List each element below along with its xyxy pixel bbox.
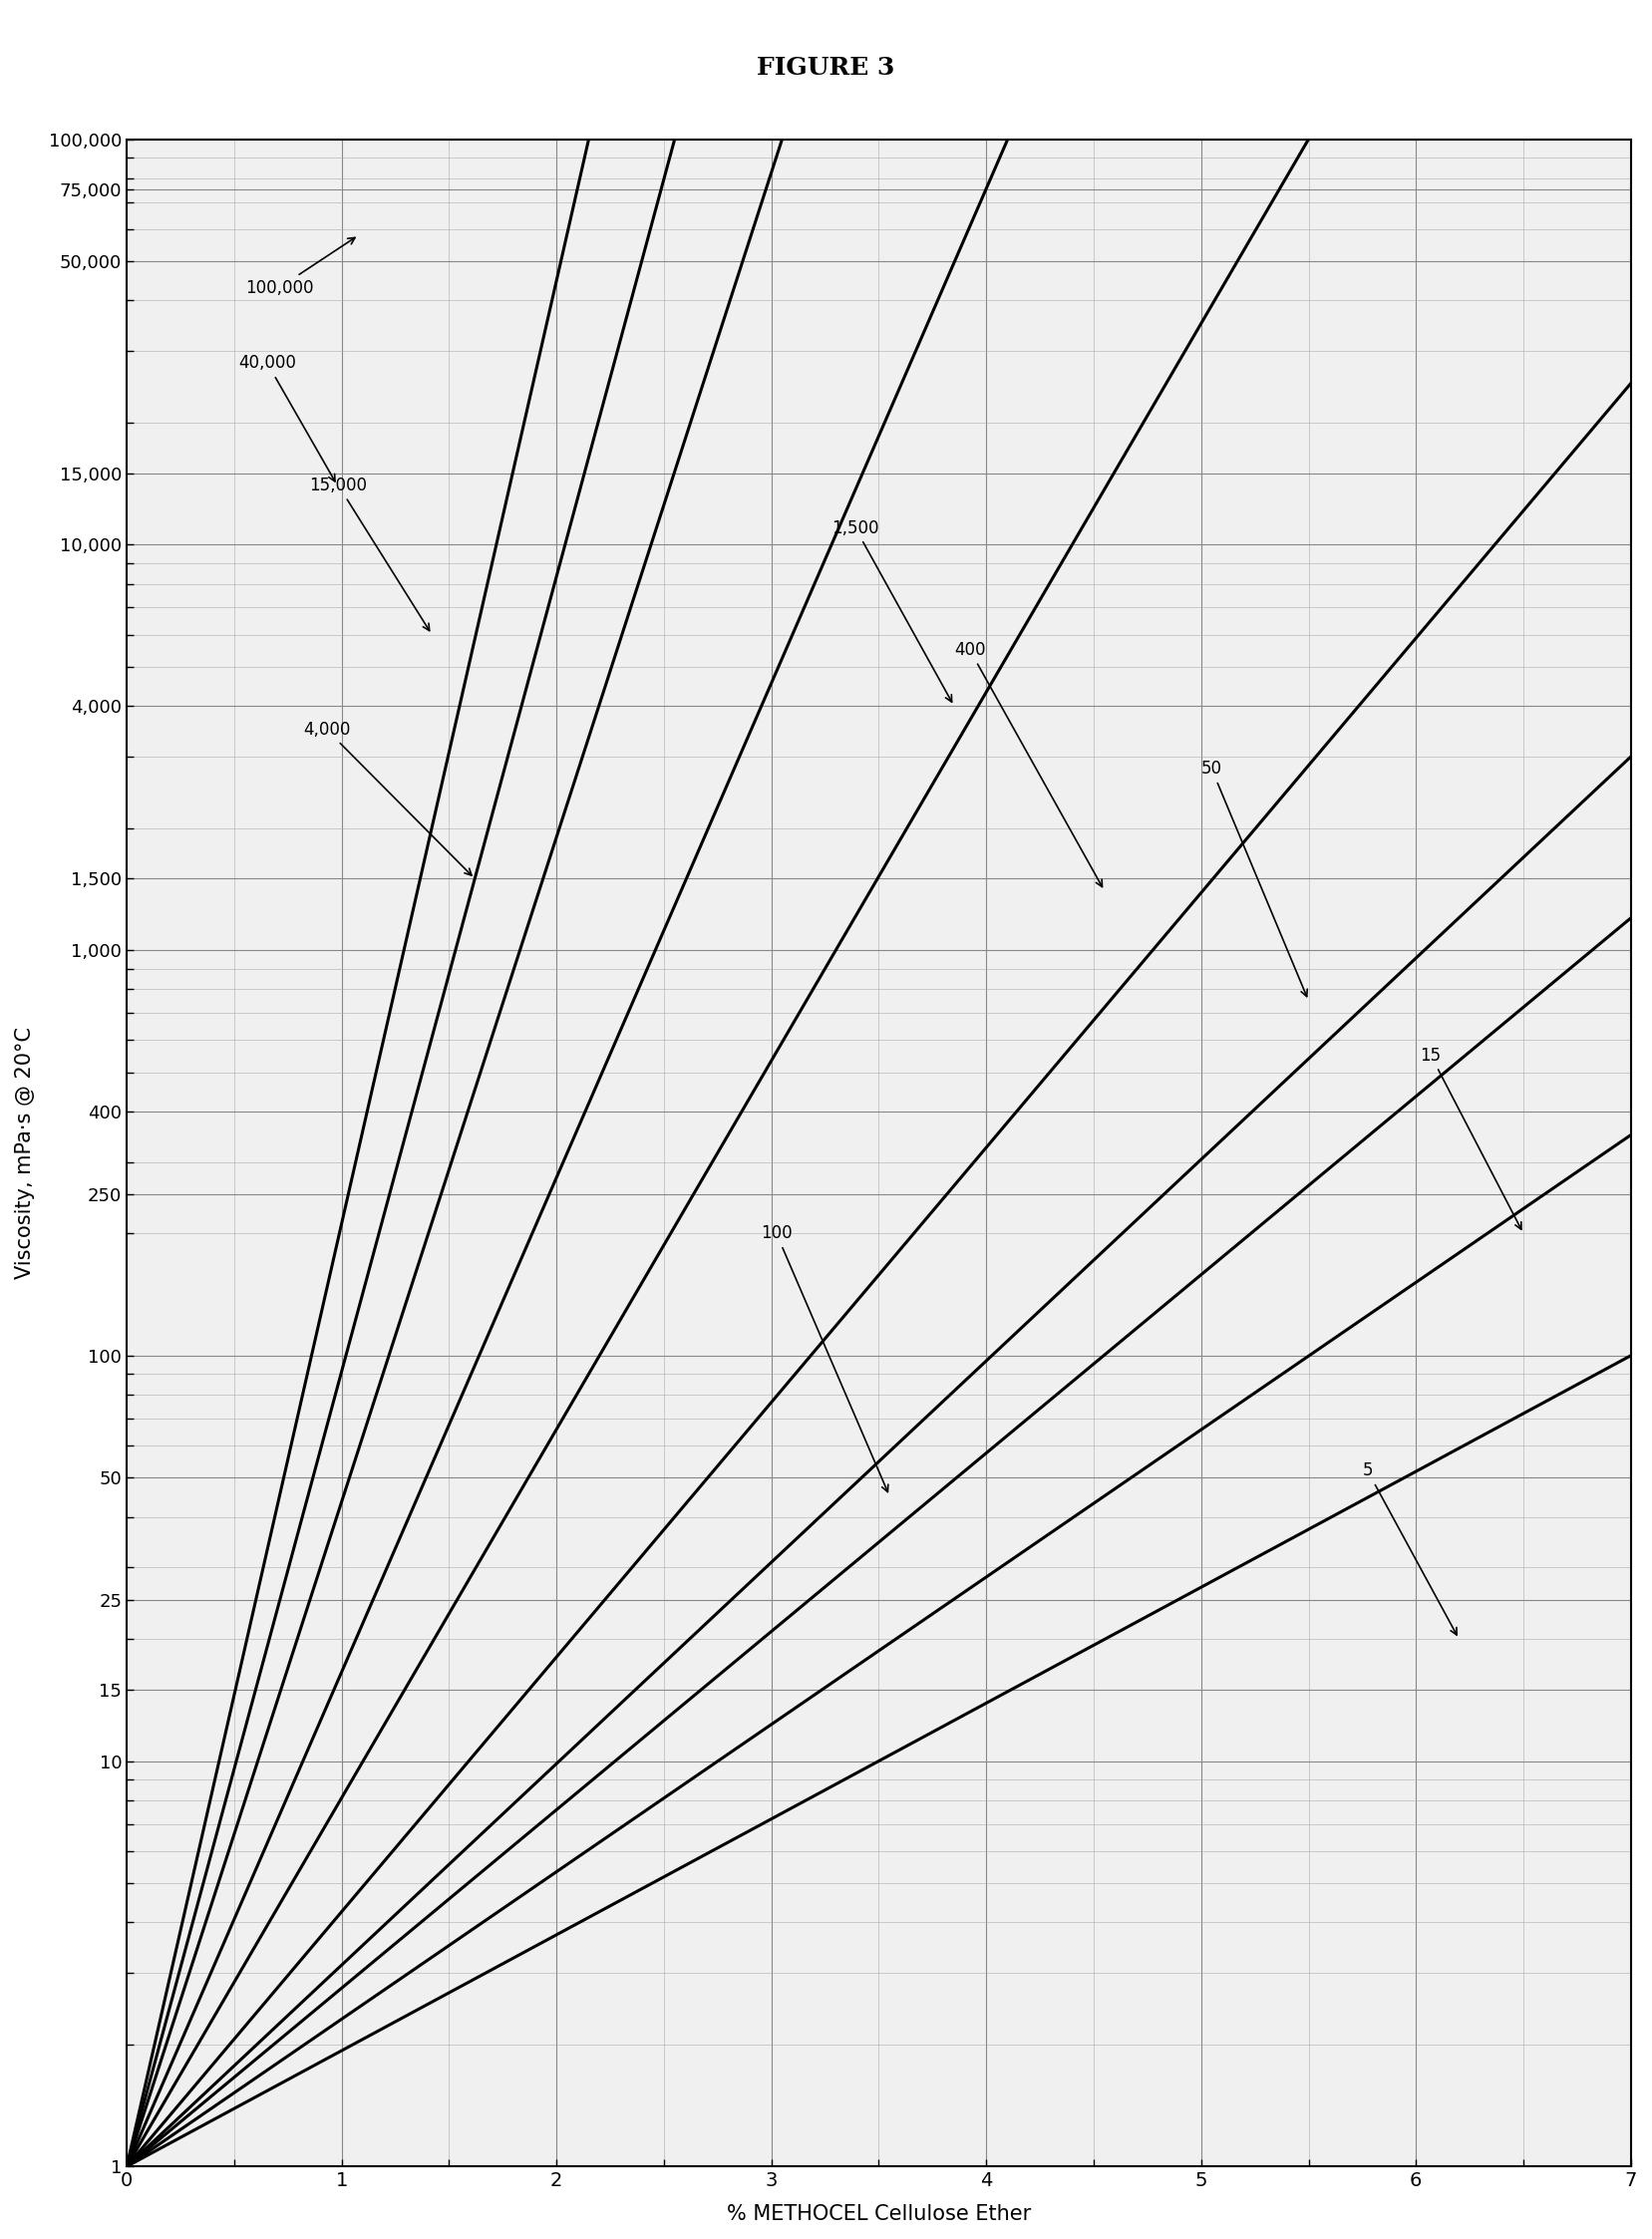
Text: 15: 15 <box>1421 1046 1521 1229</box>
Text: 50: 50 <box>1201 759 1307 996</box>
Text: 100: 100 <box>760 1225 889 1491</box>
X-axis label: % METHOCEL Cellulose Ether: % METHOCEL Cellulose Ether <box>727 2203 1031 2223</box>
Y-axis label: Viscosity, mPa·s @ 20°C: Viscosity, mPa·s @ 20°C <box>15 1028 35 1278</box>
Text: 4,000: 4,000 <box>302 721 471 875</box>
Text: FIGURE 3: FIGURE 3 <box>757 56 895 81</box>
Text: 40,000: 40,000 <box>238 354 335 481</box>
Text: 15,000: 15,000 <box>309 477 430 631</box>
Text: 100,000: 100,000 <box>244 237 355 298</box>
Text: 1,500: 1,500 <box>831 519 952 703</box>
Text: 400: 400 <box>953 640 1102 887</box>
Text: 5: 5 <box>1363 1462 1457 1634</box>
